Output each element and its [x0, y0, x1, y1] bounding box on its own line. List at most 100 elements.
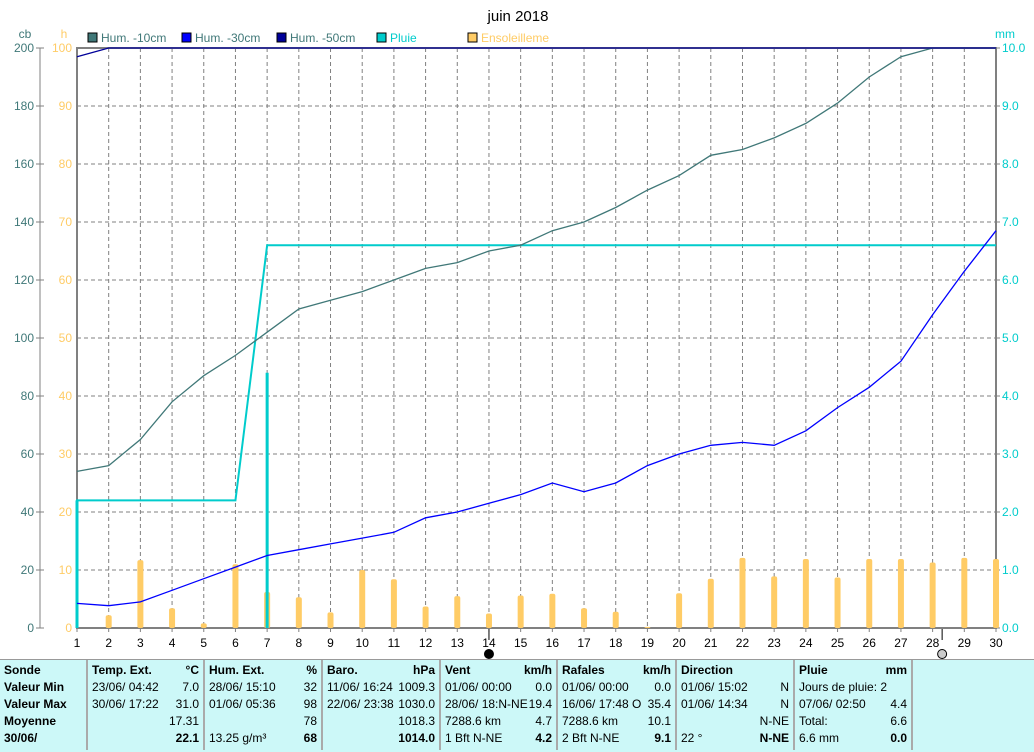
label: 7288.6 km	[562, 714, 619, 728]
series-lines	[75, 47, 997, 628]
unit: km/h	[523, 663, 552, 677]
h-tick-label: 30	[59, 447, 73, 461]
value: N	[780, 680, 789, 694]
chart-title: juin 2018	[487, 8, 549, 25]
col-rafales: Rafales km/h 01/06/ 00:00 0.0 16/06/ 17:48…	[558, 660, 677, 750]
x-tick-label: 24	[799, 636, 813, 650]
header: Temp. Ext.	[92, 663, 152, 677]
sunshine-bar	[517, 595, 524, 628]
col-hum: Hum. Ext.% 28/06/ 15:10 32 01/06/ 05:36 98…	[205, 660, 323, 750]
label: Sonde	[4, 663, 41, 677]
x-tick-label: 4	[169, 636, 176, 650]
value: 1030.0	[398, 697, 435, 711]
chart: juin 2018 cb h mm Hum. -10cm Hum. -30cm Hu…	[14, 8, 1026, 659]
value: 4.2	[535, 731, 552, 745]
value: 17.31	[168, 714, 199, 728]
mm-tick-label: 5.0	[1002, 331, 1019, 345]
value: 7.0	[182, 680, 199, 694]
sunshine-bar	[454, 596, 461, 628]
x-tick-label: 19	[641, 636, 655, 650]
date: 07/06/ 02:50	[799, 697, 866, 711]
x-tick-label: 10	[356, 636, 370, 650]
legend: Hum. -10cm Hum. -30cm Hum. -50cm Pluie Ensol…	[87, 31, 549, 45]
sunshine-bar	[295, 597, 302, 628]
mm-tick-label: 10.0	[1002, 41, 1026, 55]
sunshine-bar	[327, 612, 334, 628]
cb-tick-label: 40	[21, 505, 35, 519]
legend-swatch	[467, 32, 478, 43]
x-tick-label: 11	[388, 636, 401, 650]
x-tick-label: 29	[958, 636, 972, 650]
legend-swatch	[181, 32, 192, 43]
x-tick-label: 7	[264, 636, 271, 650]
legend-label: Hum. -10cm	[101, 31, 166, 45]
cb-unit-label: cb	[19, 27, 32, 41]
date: 01/06/ 14:34	[681, 697, 748, 711]
rain-cumulative-line	[76, 244, 996, 628]
unit: hPa	[412, 663, 435, 677]
mm-tick-label: 6.0	[1002, 273, 1019, 287]
x-tick-label: 14	[482, 636, 496, 650]
mm-tick-label: 1.0	[1002, 563, 1019, 577]
unit: %	[306, 663, 317, 677]
cb-tick-label: 100	[14, 331, 34, 345]
h-tick-label: 70	[59, 215, 73, 229]
header: Vent	[445, 663, 471, 677]
date: 28/06/ 18:N-NE	[445, 697, 528, 711]
sunshine-bar	[739, 557, 746, 628]
value: 32	[303, 680, 317, 694]
x-tick-label: 2	[105, 636, 112, 650]
col-sonde: Sonde Valeur Min Valeur Max Moyenne 30/0…	[0, 660, 88, 750]
x-tick-label: 18	[609, 636, 623, 650]
cb-tick-label: 140	[14, 215, 34, 229]
col-direction: Direction 01/06/ 15:02 N 01/06/ 14:34 N N-…	[677, 660, 795, 750]
unit: mm	[885, 663, 907, 677]
date: 01/06/ 15:02	[681, 680, 748, 694]
value: N	[780, 697, 789, 711]
header: Rafales	[562, 663, 605, 677]
value: 31.0	[175, 697, 199, 711]
value: 1014.0	[398, 731, 435, 745]
value: 78	[303, 714, 317, 728]
value: 35.4	[647, 697, 671, 711]
col-temp: Temp. Ext. °C 23/06/ 04:42 7.0 30/06/ 17:2…	[88, 660, 205, 750]
value: 0.0	[535, 680, 552, 694]
sunshine-bar	[485, 613, 492, 628]
mm-tick-label: 8.0	[1002, 157, 1019, 171]
h-tick-label: 80	[59, 157, 73, 171]
h-tick-label: 40	[59, 389, 73, 403]
header: Direction	[681, 663, 734, 677]
sunshine-bar	[581, 608, 588, 628]
legend-swatch	[376, 32, 387, 43]
cb-tick-label: 0	[27, 621, 34, 635]
cb-tick-label: 180	[14, 99, 34, 113]
x-tick-label: 8	[295, 636, 302, 650]
value: 4.4	[890, 697, 907, 711]
mm-tick-label: 9.0	[1002, 99, 1019, 113]
label: 22 °	[681, 731, 703, 745]
sunshine-bar	[549, 593, 556, 628]
label: 30/06/	[4, 731, 38, 745]
value: 0.0	[890, 731, 907, 745]
full-moon-icon	[937, 649, 948, 659]
h-tick-label: 90	[59, 99, 73, 113]
x-tick-label: 9	[327, 636, 334, 650]
date: 16/06/ 17:48 O	[562, 697, 642, 711]
legend-swatch	[87, 32, 98, 43]
col-baro: Baro. hPa 11/06/ 16:24 1009.3 22/06/ 23:38…	[323, 660, 441, 750]
plot-frame	[76, 47, 997, 629]
series-line-hum-10cm	[76, 47, 996, 473]
x-tick-label: 22	[736, 636, 750, 650]
unit: °C	[185, 663, 199, 677]
sunshine-bar	[200, 623, 207, 628]
col-pluie: Pluie mm Jours de pluie: 2 07/06/ 02:50 4.…	[795, 660, 913, 750]
label: Jours de pluie: 2	[799, 680, 888, 694]
label: Total:	[799, 714, 828, 728]
mm-tick-label: 4.0	[1002, 389, 1019, 403]
mm-tick-label: 0.0	[1002, 621, 1019, 635]
legend-label: Pluie	[390, 31, 417, 45]
label: Moyenne	[4, 714, 57, 728]
sunshine-bar	[105, 615, 112, 628]
date: 01/06/ 00:00	[562, 680, 629, 694]
header: Hum. Ext.	[209, 663, 265, 677]
